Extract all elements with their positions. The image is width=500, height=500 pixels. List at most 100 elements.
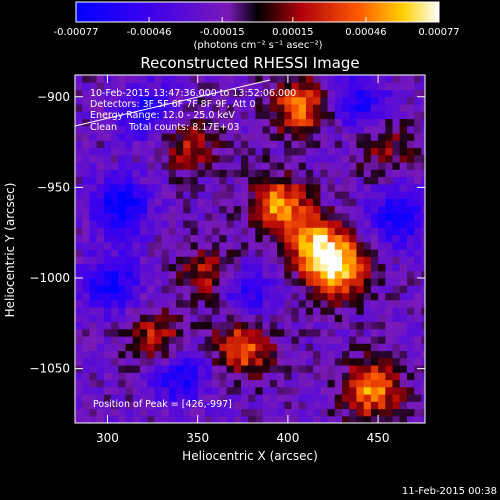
heatmap-cell <box>132 205 141 214</box>
heatmap-cell <box>291 394 300 402</box>
heatmap-cell <box>298 263 307 272</box>
heatmap-cell <box>154 205 163 214</box>
heatmap-cell <box>342 263 350 272</box>
heatmap-cell <box>168 133 177 141</box>
heatmap-cell <box>385 212 394 221</box>
heatmap-cell <box>219 263 228 272</box>
heatmap-cell <box>421 133 425 141</box>
heatmap-cell <box>407 89 415 98</box>
heatmap-cell <box>421 372 425 381</box>
heatmap-cell <box>269 241 278 250</box>
heatmap-cell <box>125 292 134 301</box>
heatmap-cell <box>313 386 321 395</box>
heatmap-cell <box>75 372 83 381</box>
heatmap-cell <box>313 154 321 163</box>
heatmap-cell <box>313 307 321 315</box>
heatmap-cell <box>204 336 213 344</box>
heatmap-cell <box>168 336 177 344</box>
heatmap-cell <box>399 249 408 257</box>
heatmap-cell <box>168 234 177 243</box>
heatmap-cell <box>241 256 249 265</box>
heatmap-cell <box>241 357 249 366</box>
heatmap-cell <box>82 227 90 236</box>
heatmap-cell <box>190 89 199 98</box>
heatmap-cell <box>399 307 408 315</box>
heatmap-cell <box>183 263 191 272</box>
heatmap-cell <box>407 125 415 134</box>
heatmap-cell <box>89 328 98 337</box>
heatmap-cell <box>414 234 422 243</box>
heatmap-cell <box>125 270 134 279</box>
heatmap-cell <box>139 162 148 170</box>
heatmap-cell <box>118 75 127 83</box>
heatmap-cell <box>255 379 264 388</box>
heatmap-cell <box>334 89 343 98</box>
heatmap-cell <box>147 212 155 221</box>
heatmap-cell <box>298 408 307 417</box>
heatmap-cell <box>407 394 415 402</box>
heatmap-cell <box>248 415 256 423</box>
heatmap-cell <box>342 154 350 163</box>
heatmap-cell <box>103 328 112 337</box>
heatmap-cell <box>298 285 307 294</box>
heatmap-cell <box>154 249 163 257</box>
heatmap-cell <box>255 220 264 228</box>
heatmap-cell <box>399 104 408 112</box>
heatmap-cell <box>363 249 372 257</box>
heatmap-cell <box>89 125 98 134</box>
x-axis-label: Heliocentric X (arcsec) <box>182 449 318 463</box>
heatmap-cell <box>313 401 321 410</box>
heatmap-cell <box>277 241 285 250</box>
heatmap-cell <box>378 169 386 178</box>
heatmap-cell <box>399 198 408 207</box>
heatmap-cell <box>190 125 199 134</box>
heatmap-cell <box>212 183 220 192</box>
heatmap-cell <box>139 234 148 243</box>
heatmap-cell <box>305 365 314 373</box>
heatmap-cell <box>233 263 242 272</box>
heatmap-cell <box>168 162 177 170</box>
heatmap-cell <box>399 96 408 105</box>
heatmap-cell <box>262 162 271 170</box>
heatmap-cell <box>89 365 98 373</box>
heatmap-cell <box>284 140 293 149</box>
heatmap-cell <box>320 365 329 373</box>
heatmap-cell <box>226 263 235 272</box>
heatmap-cell <box>342 350 350 359</box>
heatmap-cell <box>96 314 105 323</box>
heatmap-cell <box>132 169 141 178</box>
heatmap-cell <box>226 205 235 214</box>
heatmap-cell <box>226 162 235 170</box>
heatmap-cell <box>313 169 321 178</box>
heatmap-cell <box>327 118 336 127</box>
heatmap-cell <box>75 154 83 163</box>
heatmap-cell <box>212 198 220 207</box>
heatmap-cell <box>89 379 98 388</box>
heatmap-cell <box>168 191 177 199</box>
heatmap-cell <box>414 372 422 381</box>
heatmap-cell <box>111 321 119 330</box>
heatmap-cell <box>219 365 228 373</box>
heatmap-cell <box>212 365 220 373</box>
heatmap-cell <box>241 249 249 257</box>
heatmap-cell <box>392 169 401 178</box>
heatmap-cell <box>305 307 314 315</box>
heatmap-cell <box>305 299 314 308</box>
heatmap-cell <box>103 212 112 221</box>
heatmap-cell <box>132 133 141 141</box>
heatmap-cell <box>363 205 372 214</box>
heatmap-cell <box>103 89 112 98</box>
heatmap-cell <box>96 285 105 294</box>
heatmap-cell <box>407 350 415 359</box>
heatmap-cell <box>370 394 379 402</box>
heatmap-cell <box>370 278 379 286</box>
heatmap-cell <box>262 89 271 98</box>
heatmap-cell <box>320 379 329 388</box>
heatmap-cell <box>212 415 220 423</box>
heatmap-cell <box>334 133 343 141</box>
heatmap-cell <box>313 89 321 98</box>
heatmap-cell <box>168 307 177 315</box>
heatmap-cell <box>298 133 307 141</box>
heatmap-cell <box>334 263 343 272</box>
heatmap-cell <box>147 234 155 243</box>
